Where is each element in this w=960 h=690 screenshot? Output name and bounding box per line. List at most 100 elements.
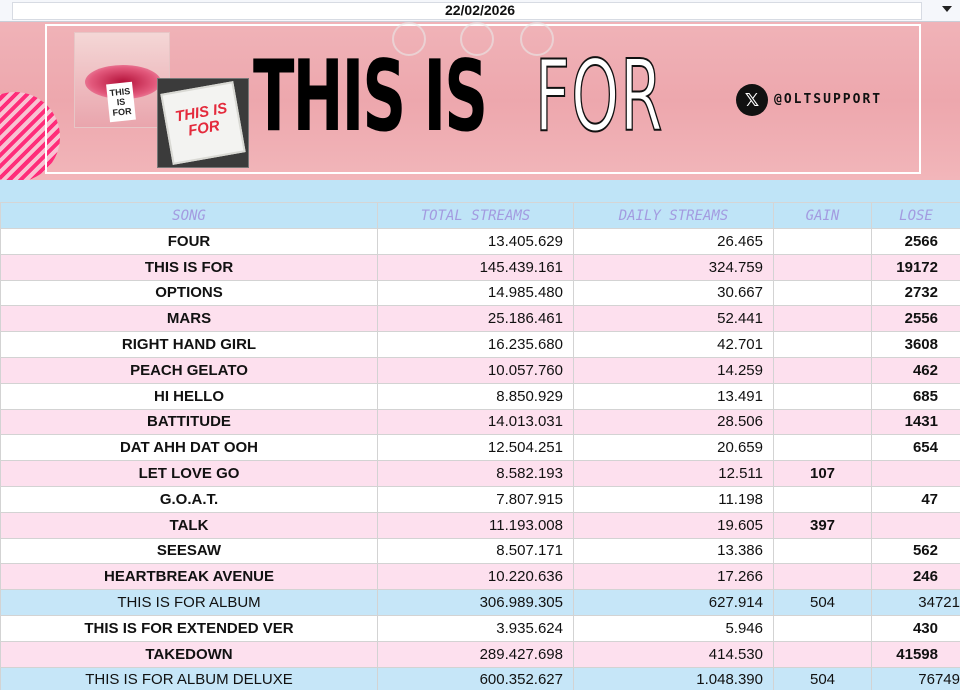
- lose-cell[interactable]: 462: [871, 356, 960, 384]
- total-streams-cell[interactable]: 8.582.193: [377, 460, 574, 487]
- column-header-gain[interactable]: GAIN: [773, 202, 872, 229]
- song-cell[interactable]: FOUR: [0, 228, 378, 255]
- gain-cell[interactable]: [773, 253, 872, 281]
- gain-cell[interactable]: [773, 331, 872, 358]
- lose-cell[interactable]: 47: [871, 485, 960, 513]
- date-cell[interactable]: [12, 2, 922, 20]
- total-streams-cell[interactable]: 8.507.171: [377, 537, 574, 565]
- daily-streams-cell[interactable]: 12.511: [573, 460, 774, 487]
- gain-cell[interactable]: [773, 434, 872, 462]
- gain-cell[interactable]: [773, 563, 872, 591]
- gain-cell[interactable]: [773, 614, 872, 642]
- song-cell[interactable]: THIS IS FOR EXTENDED VER: [0, 614, 378, 642]
- social-handle[interactable]: @OLTSUPPORT: [774, 92, 883, 107]
- daily-streams-cell[interactable]: 52.441: [573, 305, 774, 333]
- lose-cell[interactable]: [871, 511, 960, 539]
- dropdown-arrow-icon[interactable]: [942, 6, 952, 12]
- gain-cell[interactable]: [773, 305, 872, 333]
- daily-streams-cell[interactable]: 28.506: [573, 408, 774, 436]
- song-cell[interactable]: BATTITUDE: [0, 408, 378, 436]
- daily-streams-cell[interactable]: 11.198: [573, 485, 774, 513]
- song-cell[interactable]: LET LOVE GO: [0, 460, 378, 487]
- total-streams-cell[interactable]: 16.235.680: [377, 331, 574, 358]
- song-cell[interactable]: PEACH GELATO: [0, 356, 378, 384]
- song-cell[interactable]: DAT AHH DAT OOH: [0, 434, 378, 462]
- daily-streams-cell[interactable]: 42.701: [573, 331, 774, 358]
- gain-cell[interactable]: 504: [773, 589, 872, 616]
- column-header-song[interactable]: SONG: [0, 202, 378, 229]
- total-streams-cell[interactable]: 11.193.008: [377, 511, 574, 539]
- gain-cell[interactable]: [773, 356, 872, 384]
- total-streams-cell[interactable]: 12.504.251: [377, 434, 574, 462]
- daily-streams-cell[interactable]: 17.266: [573, 563, 774, 591]
- daily-streams-cell[interactable]: 30.667: [573, 279, 774, 307]
- lose-cell[interactable]: 19172: [871, 253, 960, 281]
- lose-cell[interactable]: 1431: [871, 408, 960, 436]
- column-header-total-streams[interactable]: TOTAL STREAMS: [377, 202, 574, 229]
- lose-cell[interactable]: 2732: [871, 279, 960, 307]
- daily-streams-cell[interactable]: 324.759: [573, 253, 774, 281]
- gain-cell[interactable]: [773, 640, 872, 668]
- daily-streams-cell[interactable]: 14.259: [573, 356, 774, 384]
- daily-streams-cell[interactable]: 13.386: [573, 537, 774, 565]
- gain-cell[interactable]: [773, 485, 872, 513]
- song-cell[interactable]: SEESAW: [0, 537, 378, 565]
- song-cell[interactable]: MARS: [0, 305, 378, 333]
- lose-cell[interactable]: 562: [871, 537, 960, 565]
- daily-streams-cell[interactable]: 19.605: [573, 511, 774, 539]
- total-streams-cell[interactable]: 145.439.161: [377, 253, 574, 281]
- total-streams-cell[interactable]: 25.186.461: [377, 305, 574, 333]
- daily-streams-cell[interactable]: 627.914: [573, 589, 774, 616]
- total-streams-cell[interactable]: 14.013.031: [377, 408, 574, 436]
- total-streams-cell[interactable]: 306.989.305: [377, 589, 574, 616]
- song-cell[interactable]: THIS IS FOR ALBUM: [0, 589, 378, 616]
- total-streams-cell[interactable]: 13.405.629: [377, 228, 574, 255]
- song-cell[interactable]: TAKEDOWN: [0, 640, 378, 668]
- song-cell[interactable]: TALK: [0, 511, 378, 539]
- lose-cell[interactable]: [871, 460, 960, 487]
- gain-cell[interactable]: [773, 408, 872, 436]
- daily-streams-cell[interactable]: 20.659: [573, 434, 774, 462]
- song-cell[interactable]: HEARTBREAK AVENUE: [0, 563, 378, 591]
- table-row: TAKEDOWN 289.427.698 414.530 41598: [0, 640, 960, 668]
- total-streams-cell[interactable]: 8.850.929: [377, 382, 574, 410]
- gain-cell[interactable]: [773, 382, 872, 410]
- total-streams-cell[interactable]: 289.427.698: [377, 640, 574, 668]
- daily-streams-cell[interactable]: 13.491: [573, 382, 774, 410]
- gain-cell[interactable]: [773, 537, 872, 565]
- total-streams-cell[interactable]: 600.352.627: [377, 666, 574, 690]
- gain-cell[interactable]: 397: [773, 511, 872, 539]
- gain-cell[interactable]: 504: [773, 666, 872, 690]
- total-streams-cell[interactable]: 10.220.636: [377, 563, 574, 591]
- song-cell[interactable]: THIS IS FOR: [0, 253, 378, 281]
- column-header-lose[interactable]: LOSE: [871, 202, 960, 229]
- song-cell[interactable]: G.O.A.T.: [0, 485, 378, 513]
- daily-streams-cell[interactable]: 1.048.390: [573, 666, 774, 690]
- lose-cell[interactable]: 34721: [871, 589, 960, 616]
- total-streams-cell[interactable]: 14.985.480: [377, 279, 574, 307]
- gain-cell[interactable]: 107: [773, 460, 872, 487]
- song-cell[interactable]: HI HELLO: [0, 382, 378, 410]
- total-streams-cell[interactable]: 10.057.760: [377, 356, 574, 384]
- column-header-daily-streams[interactable]: DAILY STREAMS: [573, 202, 774, 229]
- lose-cell[interactable]: 685: [871, 382, 960, 410]
- lose-cell[interactable]: 3608: [871, 331, 960, 358]
- lose-cell[interactable]: 430: [871, 614, 960, 642]
- lose-cell[interactable]: 76749: [871, 666, 960, 690]
- daily-streams-cell[interactable]: 5.946: [573, 614, 774, 642]
- x-logo-icon[interactable]: 𝕏: [736, 84, 768, 116]
- lose-cell[interactable]: 2556: [871, 305, 960, 333]
- daily-streams-cell[interactable]: 414.530: [573, 640, 774, 668]
- daily-streams-cell[interactable]: 26.465: [573, 228, 774, 255]
- song-cell[interactable]: OPTIONS: [0, 279, 378, 307]
- total-streams-cell[interactable]: 3.935.624: [377, 614, 574, 642]
- lose-cell[interactable]: 41598: [871, 640, 960, 668]
- gain-cell[interactable]: [773, 228, 872, 255]
- lose-cell[interactable]: 654: [871, 434, 960, 462]
- lose-cell[interactable]: 246: [871, 563, 960, 591]
- song-cell[interactable]: THIS IS FOR ALBUM DELUXE: [0, 666, 378, 690]
- total-streams-cell[interactable]: 7.807.915: [377, 485, 574, 513]
- song-cell[interactable]: RIGHT HAND GIRL: [0, 331, 378, 358]
- gain-cell[interactable]: [773, 279, 872, 307]
- lose-cell[interactable]: 2566: [871, 228, 960, 255]
